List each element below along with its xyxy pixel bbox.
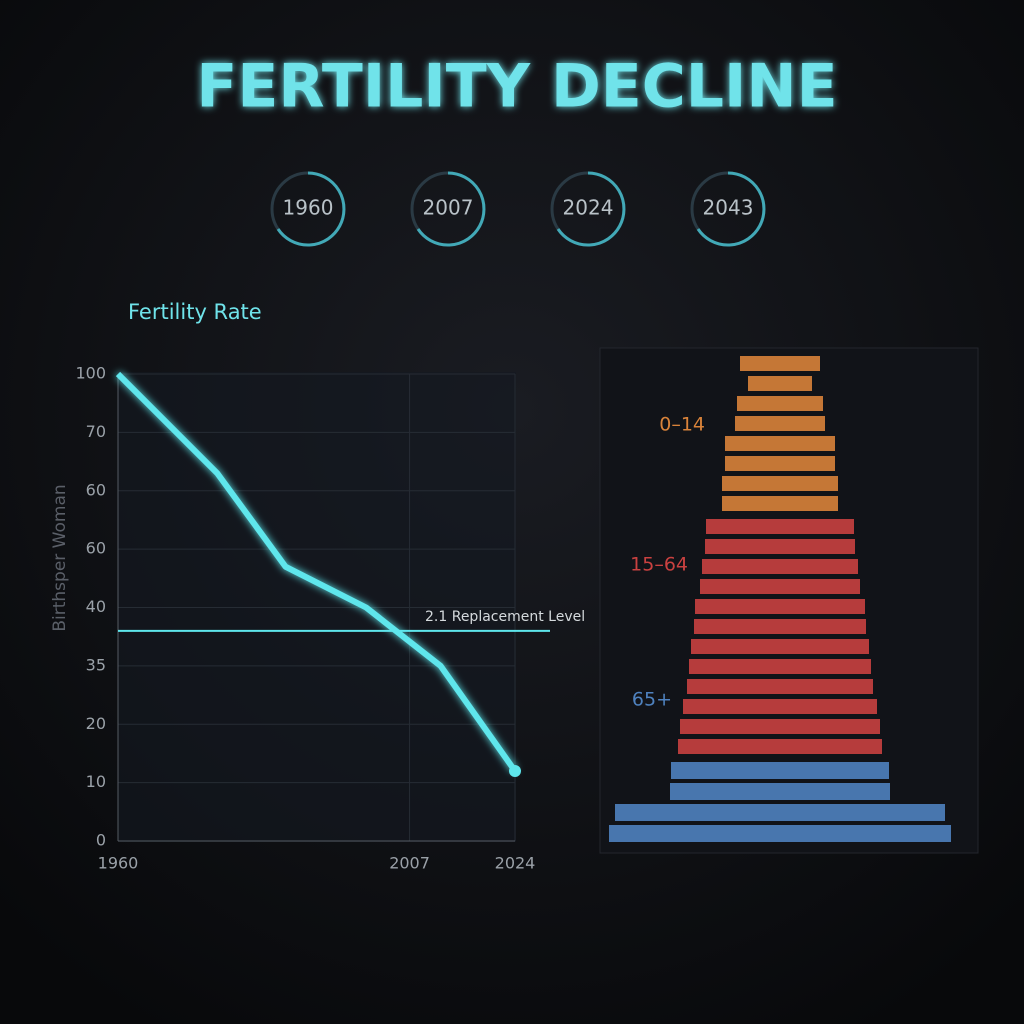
x-tick-label: 2007	[389, 854, 430, 873]
dial-arc	[556, 171, 626, 247]
y-axis-label: Birthsper Woman	[50, 484, 70, 631]
y-tick-label: 40	[86, 597, 106, 616]
pyramid-bar	[722, 476, 838, 491]
pyramid-bar	[680, 719, 880, 734]
dial-arc	[696, 171, 766, 247]
pyramid-bar	[706, 519, 854, 534]
year-label: 1960	[283, 196, 334, 220]
pyramid-bar	[694, 619, 866, 634]
pyramid-bar	[670, 783, 890, 800]
pyramid-bar	[705, 539, 855, 554]
pyramid-bar	[735, 416, 825, 431]
y-tick-label: 60	[86, 480, 106, 499]
pyramid-bar	[678, 739, 882, 754]
y-tick-label: 10	[86, 772, 106, 791]
y-tick-label: 70	[86, 422, 106, 441]
x-tick-label: 1960	[98, 854, 139, 873]
pyramid-bar	[609, 825, 951, 842]
pyramid-bar	[615, 804, 945, 821]
dial-arc	[276, 171, 346, 247]
pyramid-bar	[722, 496, 838, 511]
pyramid-bar	[748, 376, 812, 391]
pyramid-bar	[737, 396, 823, 411]
y-tick-label: 35	[86, 655, 106, 674]
y-tick-label: 60	[86, 539, 106, 558]
end-point	[509, 764, 521, 777]
pyramid-bar	[683, 699, 877, 714]
group-label: 0–14	[659, 414, 705, 436]
pyramid-bar	[687, 679, 873, 694]
x-tick-label: 2024	[495, 854, 536, 873]
pyramid-bar	[691, 639, 869, 654]
pyramid-bar	[702, 559, 858, 574]
dial-arc	[416, 171, 486, 247]
pyramid-bar	[740, 356, 820, 371]
y-tick-label: 0	[96, 831, 106, 850]
group-label: 15–64	[630, 554, 688, 576]
pyramid-bar	[700, 579, 860, 594]
pyramid-bar	[695, 599, 865, 614]
reference-label: 2.1 Replacement Level	[425, 609, 585, 625]
group-label: 65+	[632, 689, 672, 711]
pyramid-bar	[689, 659, 871, 674]
year-label: 2007	[423, 196, 474, 220]
year-label: 2024	[563, 196, 614, 220]
pyramid-bar	[725, 456, 835, 471]
year-label: 2043	[703, 196, 754, 220]
y-tick-label: 100	[75, 364, 106, 383]
chart-subtitle: Fertility Rate	[128, 300, 262, 324]
pyramid-bar	[725, 436, 835, 451]
line	[115, 371, 518, 773]
title: FERTILITY DECLINE	[196, 52, 837, 122]
y-tick-label: 20	[86, 714, 106, 733]
pyramid-bar	[671, 762, 889, 779]
